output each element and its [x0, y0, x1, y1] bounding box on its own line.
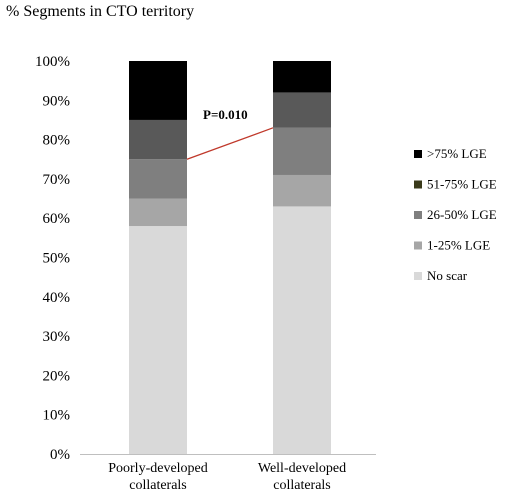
y-tick-label: 100% — [35, 54, 70, 70]
legend-label: 1-25% LGE — [427, 238, 490, 253]
y-tick-label: 40% — [43, 290, 71, 306]
bar-segment — [273, 92, 331, 128]
bar-segment — [129, 159, 187, 199]
bar-segment — [129, 226, 187, 454]
x-axis-ticks: Poorly-developed collaterals Well-develope… — [108, 461, 346, 493]
y-tick-label: 0% — [50, 447, 70, 463]
bars — [129, 61, 331, 454]
y-tick-label: 20% — [43, 368, 71, 384]
legend-label: No scar — [427, 268, 468, 283]
y-tick-label: 60% — [43, 211, 71, 227]
legend-swatch — [414, 211, 422, 219]
legend-label: 26-50% LGE — [427, 207, 497, 222]
annotation-connector-line — [186, 127, 274, 160]
y-tick-label: 50% — [43, 251, 71, 267]
bar-segment — [129, 198, 187, 227]
y-tick-label: 90% — [43, 93, 71, 109]
y-axis-title: % Segments in CTO territory — [6, 3, 194, 20]
bar-segment — [273, 174, 331, 207]
y-tick-label: 30% — [43, 329, 71, 345]
legend: >75% LGE 51-75% LGE 26-50% LGE 1-25% LGE No … — [414, 146, 497, 283]
y-tick-label: 70% — [43, 172, 71, 188]
x-tick-label: Well-developed collaterals — [258, 461, 346, 493]
bar-segment — [129, 61, 187, 120]
bar-segment — [273, 206, 331, 454]
legend-label: 51-75% LGE — [427, 177, 497, 192]
legend-swatch — [414, 150, 422, 158]
bar-segment — [273, 127, 331, 175]
legend-swatch — [414, 241, 422, 250]
annotations: P=0.010 — [186, 107, 274, 160]
x-tick-label: Poorly-developed collaterals — [108, 461, 208, 493]
legend-swatch — [414, 272, 422, 280]
y-tick-label: 10% — [43, 408, 71, 424]
bar-segment — [273, 61, 331, 93]
p-value-annotation: P=0.010 — [203, 107, 248, 122]
y-axis-ticks: 0% 10% 20% 30% 40% 50% 60% 70% 80% 90% 100% — [35, 54, 70, 463]
legend-swatch — [414, 180, 422, 189]
bar-segment — [129, 119, 187, 160]
y-tick-label: 80% — [43, 133, 71, 149]
legend-label: >75% LGE — [427, 146, 487, 161]
